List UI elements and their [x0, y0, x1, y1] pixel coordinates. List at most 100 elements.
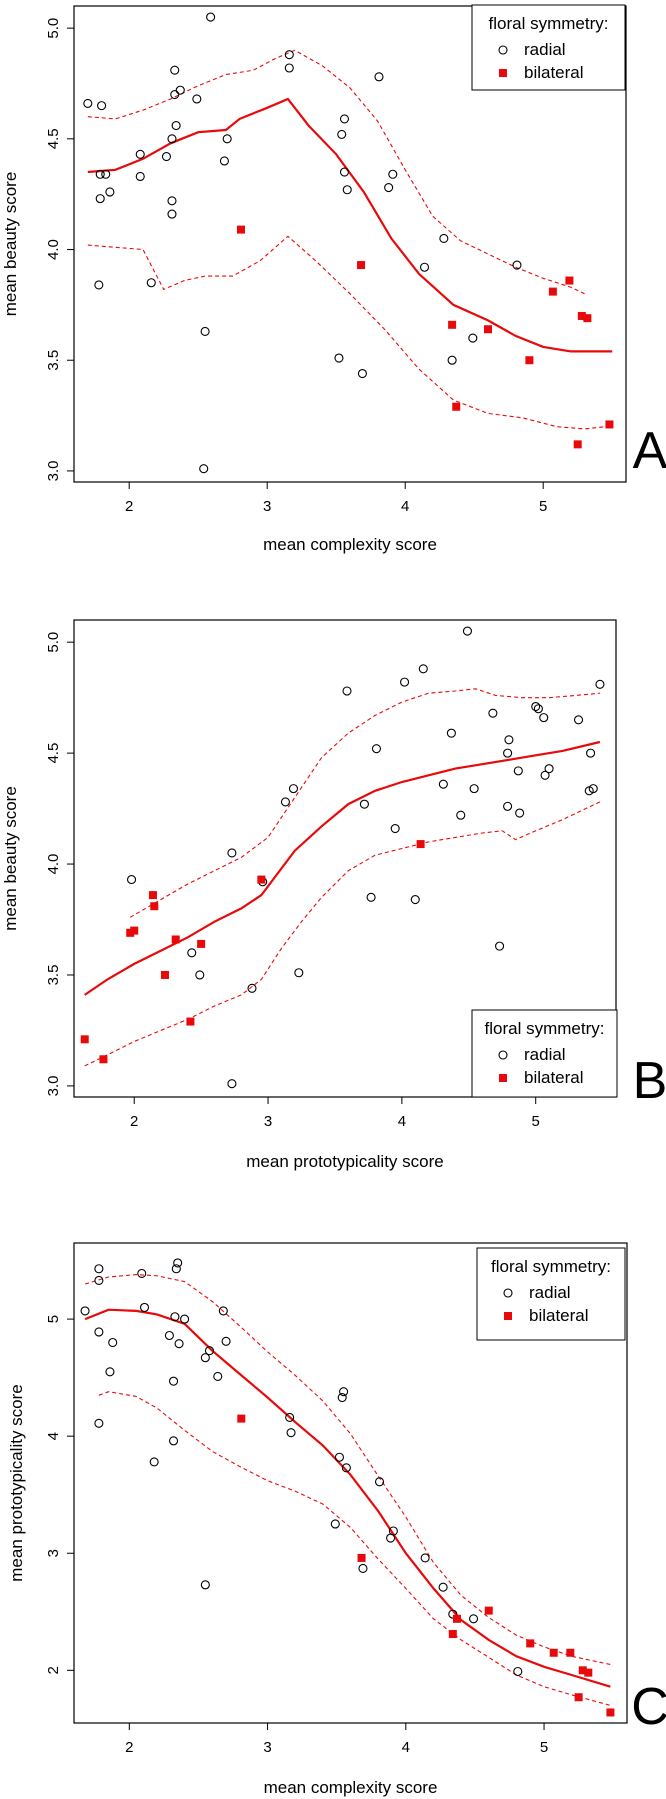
- point-radial: [439, 233, 449, 244]
- point-radial: [161, 151, 172, 162]
- point-bilateral: [549, 1648, 558, 1657]
- point-bilateral: [448, 1630, 457, 1639]
- point-bilateral: [148, 891, 157, 900]
- y-axis-label: mean beauty score: [1, 172, 20, 317]
- point-radial: [280, 797, 290, 807]
- point-radial: [586, 748, 596, 758]
- x-tick-label: 3: [264, 1113, 272, 1130]
- point-radial: [334, 353, 344, 363]
- confidence-band-upper: [84, 1274, 611, 1666]
- point-radial: [94, 1264, 104, 1274]
- point-bilateral: [171, 935, 180, 944]
- point-radial: [126, 875, 137, 885]
- point-radial: [400, 677, 410, 687]
- point-radial: [288, 784, 299, 794]
- legend: floral symmetry: radial bilateral: [476, 1247, 626, 1341]
- point-bilateral: [257, 875, 266, 884]
- point-radial: [504, 735, 514, 745]
- y-tick-label: 4.0: [45, 239, 62, 260]
- x-tick-label: 5: [532, 1113, 540, 1130]
- point-bilateral: [186, 1017, 195, 1026]
- point-radial: [200, 1353, 210, 1363]
- point-radial: [174, 1339, 184, 1349]
- y-tick-label: 5.0: [45, 632, 62, 653]
- point-radial: [199, 464, 209, 474]
- legend-bilateral-marker: [504, 1312, 512, 1320]
- point-radial: [94, 1418, 104, 1428]
- point-radial: [170, 1312, 180, 1322]
- x-tick-label: 4: [401, 498, 409, 515]
- point-radial: [540, 770, 550, 780]
- y-tick-label: 3.5: [45, 965, 62, 986]
- point-radial: [374, 72, 384, 82]
- point-radial: [358, 1563, 368, 1574]
- loess-fit-line: [84, 740, 601, 996]
- point-radial: [108, 1337, 118, 1348]
- y-tick-label: 4.0: [45, 854, 62, 875]
- point-radial: [462, 626, 473, 636]
- point-radial: [446, 728, 456, 738]
- y-tick-label: 3: [45, 1549, 62, 1557]
- point-radial: [359, 799, 369, 809]
- point-radial: [219, 156, 229, 166]
- point-radial: [469, 784, 479, 794]
- point-radial: [204, 1346, 215, 1356]
- legend-title: floral symmetry:: [491, 1257, 611, 1276]
- point-radial: [167, 196, 177, 206]
- point-bilateral: [80, 1035, 89, 1044]
- point-radial: [149, 1457, 159, 1467]
- point-bilateral: [416, 840, 425, 849]
- y-axis-label: mean beauty score: [1, 786, 20, 931]
- point-radial: [339, 114, 350, 124]
- point-radial: [180, 1314, 190, 1324]
- point-radial: [388, 169, 398, 179]
- x-axis-label: mean complexity score: [264, 1778, 438, 1797]
- point-radial: [419, 262, 430, 272]
- point-radial: [588, 784, 598, 794]
- point-radial: [94, 280, 104, 290]
- point-radial: [284, 63, 294, 73]
- point-radial: [135, 171, 145, 182]
- y-tick-label: 4: [45, 1432, 62, 1440]
- point-radial: [213, 1371, 223, 1382]
- point-bilateral: [484, 1606, 493, 1615]
- loess-fit-line: [84, 1308, 611, 1688]
- point-bilateral: [452, 1614, 461, 1623]
- plot-frame: [73, 1242, 628, 1724]
- point-bilateral: [525, 356, 534, 365]
- point-bilateral: [574, 1693, 583, 1702]
- point-bilateral: [573, 440, 582, 449]
- point-bilateral: [197, 939, 206, 948]
- legend-title: floral symmetry:: [485, 1019, 605, 1038]
- point-radial: [448, 1609, 458, 1619]
- point-radial: [101, 169, 111, 179]
- legend-radial-marker: [498, 1050, 508, 1060]
- legend-radial-label: radial: [529, 1283, 571, 1302]
- point-radial: [366, 892, 376, 902]
- point-radial: [420, 1553, 430, 1563]
- point-radial: [200, 1580, 210, 1590]
- x-axis-label: mean prototypicality score: [246, 1152, 443, 1171]
- point-radial: [171, 121, 181, 131]
- point-bilateral: [130, 926, 139, 935]
- legend: floral symmetry: radial bilateral: [471, 4, 626, 91]
- legend-bilateral-marker: [499, 1074, 507, 1082]
- y-tick-label: 5: [45, 1315, 62, 1323]
- chart-panel-c: 2 3 4 5 2 3 4 5 mean complexity score mean protot…: [7, 1242, 666, 1797]
- point-radial: [374, 1477, 385, 1487]
- panel-label: B: [633, 1052, 666, 1110]
- point-radial: [146, 278, 156, 288]
- y-tick-label: 4.5: [45, 128, 62, 149]
- point-radial: [227, 1079, 237, 1089]
- point-radial: [227, 848, 237, 858]
- legend-radial-marker: [503, 1288, 513, 1298]
- point-bilateral: [484, 325, 492, 334]
- point-radial: [468, 333, 478, 343]
- point-radial: [531, 701, 541, 712]
- point-radial: [95, 194, 105, 204]
- point-radial: [286, 1428, 296, 1438]
- point-radial: [339, 1387, 349, 1397]
- legend-bilateral-label: bilateral: [524, 1068, 584, 1087]
- point-bilateral: [452, 402, 461, 411]
